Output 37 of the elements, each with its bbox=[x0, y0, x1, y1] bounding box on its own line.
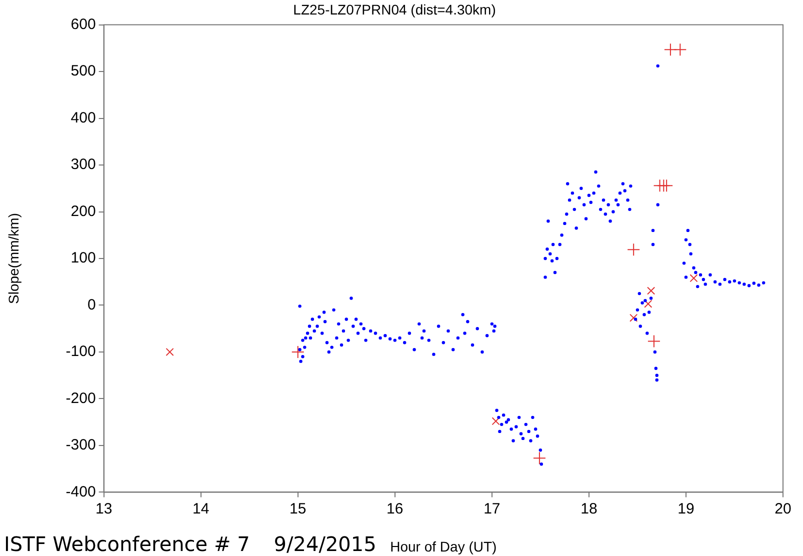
y-tick-label: 0 bbox=[87, 296, 96, 314]
text: 9/24/2015 bbox=[274, 532, 376, 556]
point bbox=[674, 43, 687, 56]
y-tick-label: 200 bbox=[70, 202, 96, 220]
x-tick-label: 13 bbox=[95, 500, 112, 518]
y-tick-label: 600 bbox=[70, 16, 96, 33]
x-axis-title: Hour of Day (UT) bbox=[390, 538, 497, 554]
x-tick-label: 14 bbox=[192, 500, 210, 518]
y-tick-label: 500 bbox=[70, 62, 96, 80]
x-tick-label: 16 bbox=[386, 500, 404, 518]
y-tick-label: -400 bbox=[66, 483, 96, 500]
point bbox=[660, 179, 674, 192]
point bbox=[627, 243, 640, 256]
point bbox=[647, 286, 656, 295]
point bbox=[492, 417, 500, 426]
y-tick-label: 300 bbox=[70, 156, 96, 174]
point bbox=[291, 345, 304, 358]
x-tick-label: 17 bbox=[484, 500, 500, 518]
chart-title: LZ25-LZ07PRN04 (dist=4.30km) bbox=[293, 1, 496, 18]
y-tick-label: -200 bbox=[66, 390, 96, 407]
point bbox=[644, 300, 652, 308]
point bbox=[647, 334, 660, 348]
y-axis-title: Slope(mm/km) bbox=[5, 212, 22, 304]
x-tick-label: 19 bbox=[678, 500, 694, 518]
x-tick-label: 15 bbox=[290, 500, 306, 518]
x-tick-label: 20 bbox=[774, 500, 792, 518]
point bbox=[166, 348, 174, 356]
point bbox=[690, 274, 698, 282]
y-tick-label: -100 bbox=[66, 343, 96, 360]
point bbox=[532, 452, 546, 465]
text: ISTF Webconference # 7 bbox=[4, 532, 250, 556]
y-tick-label: 400 bbox=[70, 109, 96, 126]
y-tick-label: -300 bbox=[66, 436, 96, 454]
point bbox=[630, 314, 638, 322]
y-tick-label: 100 bbox=[70, 250, 96, 267]
x-tick-label: 18 bbox=[580, 500, 598, 518]
point bbox=[664, 43, 677, 56]
